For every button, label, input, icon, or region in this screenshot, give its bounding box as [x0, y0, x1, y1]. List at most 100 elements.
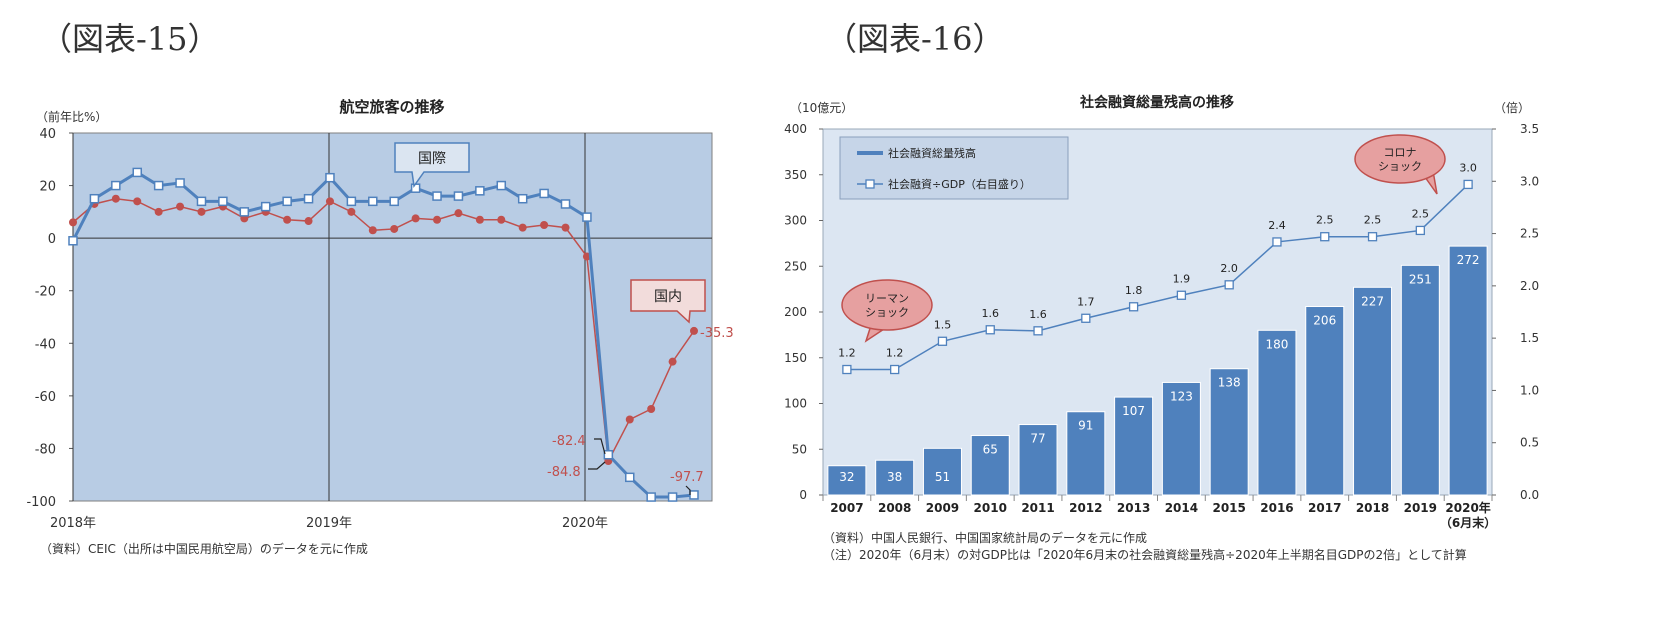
domestic-point [497, 215, 506, 224]
international-point [325, 172, 335, 183]
y-tick-label: -80 [35, 442, 56, 457]
y-left-tick-label: 50 [792, 442, 807, 456]
international-point [453, 191, 464, 201]
y-tick-label: -60 [35, 390, 56, 405]
bar [875, 459, 915, 496]
x-tick-label: 2010 [974, 501, 1007, 515]
international-point [496, 180, 507, 191]
callout-text: リーマン [865, 292, 909, 305]
domestic-point [690, 326, 698, 335]
y-right-tick-label: 3.0 [1520, 174, 1539, 188]
ratio-value-label: 1.7 [1077, 295, 1095, 308]
bar-value-label: 91 [1078, 419, 1093, 433]
bar-value-label: 272 [1457, 253, 1480, 267]
international-point [218, 196, 228, 207]
ratio-value-label: 1.2 [838, 347, 856, 360]
x-tick-label: 2018 [1356, 501, 1389, 515]
legend-label: 社会融資総量残高 [888, 146, 976, 160]
domestic-point [647, 405, 656, 413]
domestic-point [154, 207, 163, 216]
international-point [603, 449, 614, 460]
y-left-tick-label: 150 [784, 351, 807, 365]
bar-value-label: 51 [935, 470, 950, 484]
x-tick-label: 2018年 [50, 516, 96, 531]
y-tick-label: -100 [26, 495, 56, 510]
bar-value-label: 227 [1361, 294, 1384, 308]
bar [1066, 411, 1106, 496]
international-point [260, 201, 271, 212]
international-point [282, 196, 292, 207]
international-point [111, 180, 121, 191]
x-tick-label: 2015 [1212, 501, 1245, 515]
y-axis-label: （前年比%） [36, 109, 107, 124]
ratio-value-label: 1.6 [1029, 308, 1047, 321]
callout-box [394, 142, 470, 188]
y-tick-label: -20 [35, 285, 56, 300]
leader-line [588, 461, 606, 470]
international-point [153, 180, 164, 191]
domestic-point [561, 223, 570, 232]
callout-text: ショック [865, 306, 909, 319]
y-tick-label: 40 [39, 127, 56, 142]
callout-text: コロナ [1384, 146, 1417, 159]
ratio-value-label: 1.8 [1125, 284, 1143, 297]
domestic-point [304, 217, 313, 226]
legend-label-domestic: 国内 [654, 289, 682, 305]
international-point [625, 472, 635, 483]
callout-bubble [1354, 134, 1446, 184]
ratio-point [1320, 232, 1330, 242]
chart-title: 社会融資総量残高の推移 [1079, 94, 1234, 111]
y-right-tick-label: 2.5 [1520, 227, 1539, 241]
domestic-point [390, 224, 399, 233]
annotation-label: -82.4 [552, 434, 586, 449]
ratio-value-label: 2.5 [1364, 214, 1382, 227]
domestic-point [325, 197, 334, 206]
international-point [517, 193, 528, 204]
y-left-tick-label: 100 [784, 397, 807, 411]
bar [1400, 264, 1440, 496]
international-point [175, 178, 185, 188]
bar [1114, 396, 1154, 496]
y-left-tick-label: 250 [784, 259, 807, 273]
domestic-point [111, 194, 120, 203]
chart-title: 航空旅客の推移 [339, 98, 444, 116]
y-right-tick-label: 1.0 [1520, 383, 1539, 397]
legend-label: 社会融資÷GDP（右目盛り） [888, 177, 1031, 191]
bar-value-label: 38 [887, 470, 902, 484]
x-tick-label: 2020年 [1445, 500, 1490, 515]
domestic-point [625, 415, 634, 424]
x-tick-label: 2016 [1260, 501, 1293, 515]
domestic-point [197, 207, 206, 216]
ratio-point [1176, 290, 1187, 300]
domestic-callout: 国内 [630, 279, 706, 324]
international-point [196, 196, 207, 207]
international-point [368, 196, 378, 207]
international-point [432, 191, 442, 201]
international-callout: 国際 [394, 142, 470, 188]
bar-value-label: 138 [1218, 376, 1241, 390]
chart2-source-note: （資料）中国人民銀行、中国国家統計局のデータを元に作成 [823, 531, 1148, 545]
x-tick-label: 2014 [1165, 501, 1198, 515]
ratio-value-label: 3.0 [1459, 161, 1477, 174]
international-point [475, 186, 485, 196]
ratio-point [1128, 302, 1139, 312]
air-passenger-chart: 航空旅客の推移 （前年比%） 40 20 0 -20 -40 -60 -80 -100 2018年 2… [26, 98, 734, 531]
ratio-value-label: 2.4 [1268, 219, 1286, 232]
ratio-value-label: 1.6 [982, 307, 1000, 320]
annotation-label: -35.3 [700, 326, 734, 341]
y-tick-label: 0 [48, 232, 56, 247]
domestic-point [347, 207, 356, 216]
callout-bubble [841, 279, 933, 331]
ratio-value-label: 2.5 [1412, 207, 1430, 220]
bar [827, 465, 867, 496]
international-point [132, 167, 142, 178]
international-point [68, 236, 78, 246]
legend-box [839, 136, 1069, 200]
ratio-point [1224, 280, 1234, 290]
domestic-point [518, 223, 527, 232]
annotation-label: -97.7 [670, 470, 704, 485]
international-point [560, 199, 571, 209]
